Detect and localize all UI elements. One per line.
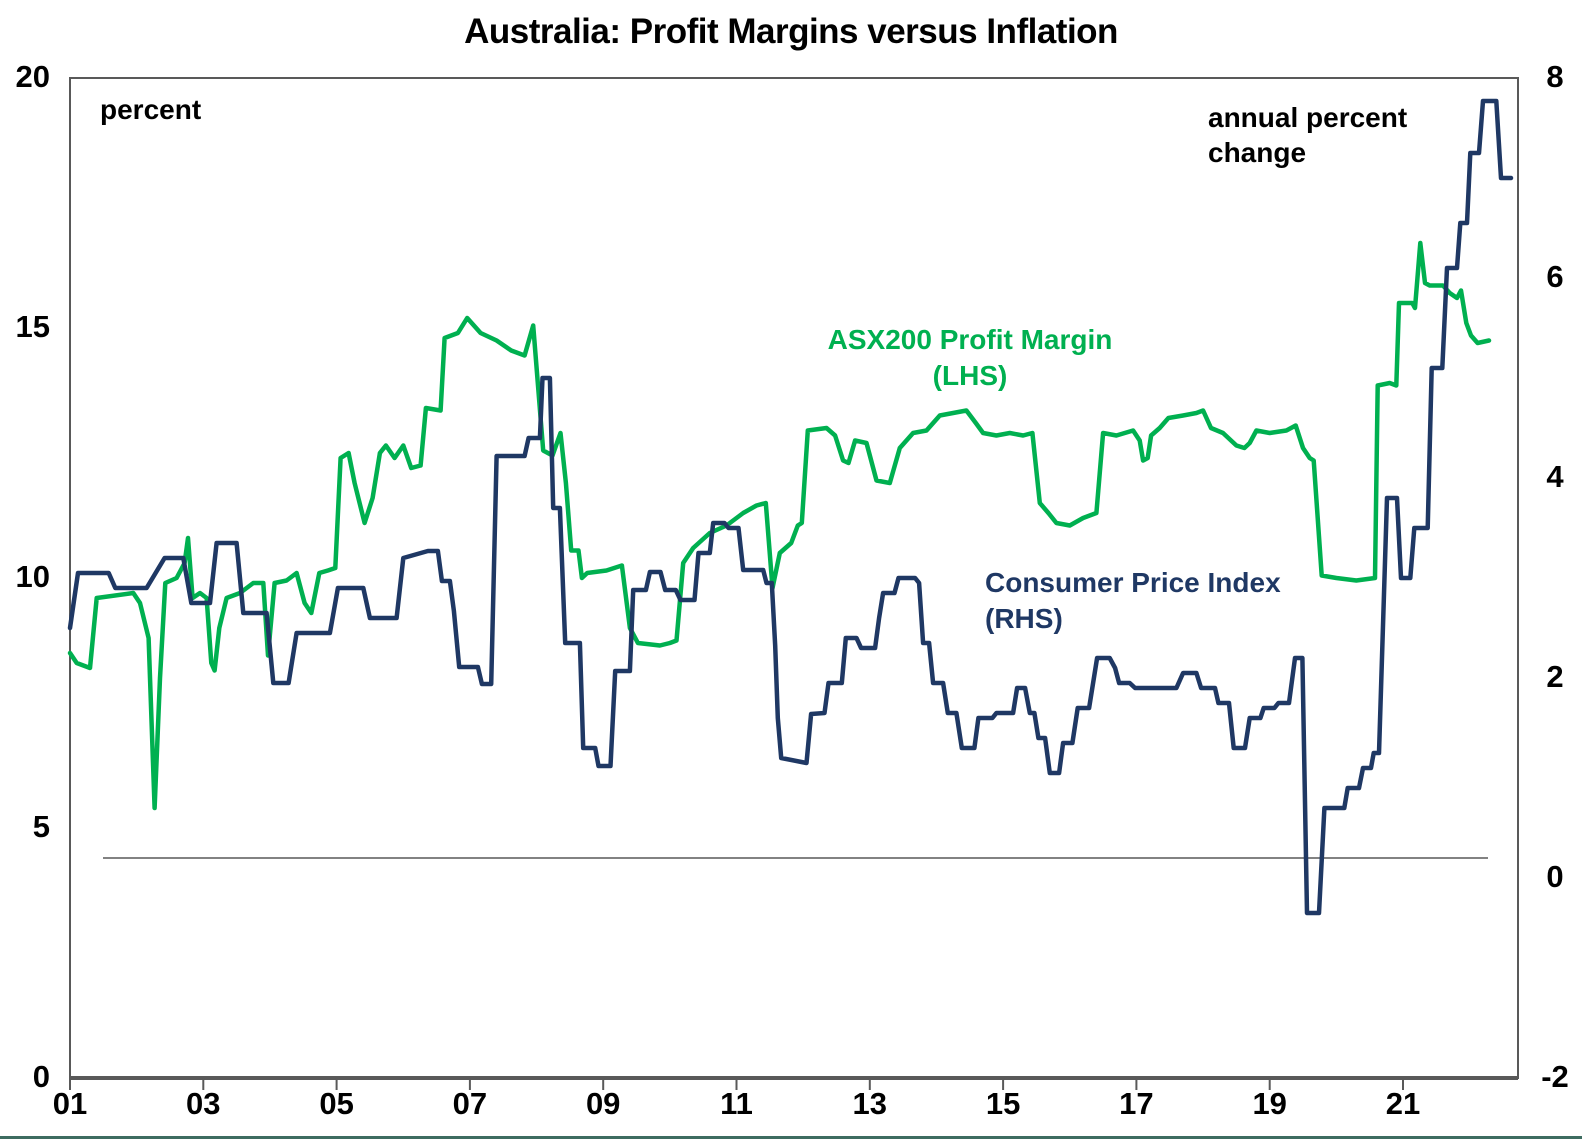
series-line-profit-margin	[67, 240, 1492, 811]
right-axis-unit-line1: annual percent	[1208, 102, 1408, 133]
x-axis-tick-label: 19	[1252, 1086, 1287, 1121]
x-axis-tick-label: 05	[319, 1086, 354, 1121]
right-axis-unit-line2: change	[1208, 137, 1307, 168]
y-axis-label-right: 6	[1546, 258, 1564, 294]
x-axis-tick-label: 03	[186, 1086, 221, 1121]
footer-rule	[0, 1136, 1582, 1139]
x-axis-tick-label: 13	[852, 1086, 888, 1121]
x-axis-tick-label: 11	[720, 1086, 753, 1121]
series-label-cpi-axis: (RHS)	[985, 603, 1063, 635]
y-axis-label-left: 15	[15, 308, 50, 344]
x-axis-tick-label: 17	[1119, 1086, 1154, 1121]
y-axis-label-right: 4	[1546, 458, 1564, 494]
y-axis-label-right: 0	[1546, 858, 1564, 894]
y-axis-label-left: 20	[15, 58, 50, 94]
series-label-cpi-name: Consumer Price Index	[985, 567, 1281, 598]
y-axis-label-right: 2	[1546, 658, 1564, 694]
left-axis-unit-label: percent	[100, 94, 202, 125]
series-label-profit-margin: ASX200 Profit Margin (LHS)	[770, 322, 1170, 395]
y-axis-label-left: 10	[15, 558, 50, 594]
series-line-cpi	[67, 98, 1514, 916]
series-label-profit-margin-name: ASX200 Profit Margin	[827, 324, 1113, 355]
x-axis-tick-label: 21	[1385, 1086, 1421, 1121]
y-axis-label-right: 8	[1546, 58, 1564, 94]
series-label-cpi: Consumer Price Index (RHS)	[985, 565, 1385, 638]
x-axis-tick-label: 09	[585, 1086, 621, 1121]
right-axis-unit-label: annual percent change	[1208, 100, 1468, 170]
x-axis-tick-label: 15	[985, 1086, 1021, 1121]
y-axis-label-left: 0	[32, 1058, 50, 1094]
y-axis-label-left: 5	[32, 808, 50, 844]
x-axis-tick-label: 07	[452, 1086, 488, 1121]
chart-title: Australia: Profit Margins versus Inflati…	[464, 12, 1118, 51]
x-axis-tick-label: 01	[52, 1086, 88, 1121]
series-label-profit-margin-axis: (LHS)	[932, 360, 1008, 392]
y-axis-label-right: -2	[1541, 1058, 1569, 1094]
